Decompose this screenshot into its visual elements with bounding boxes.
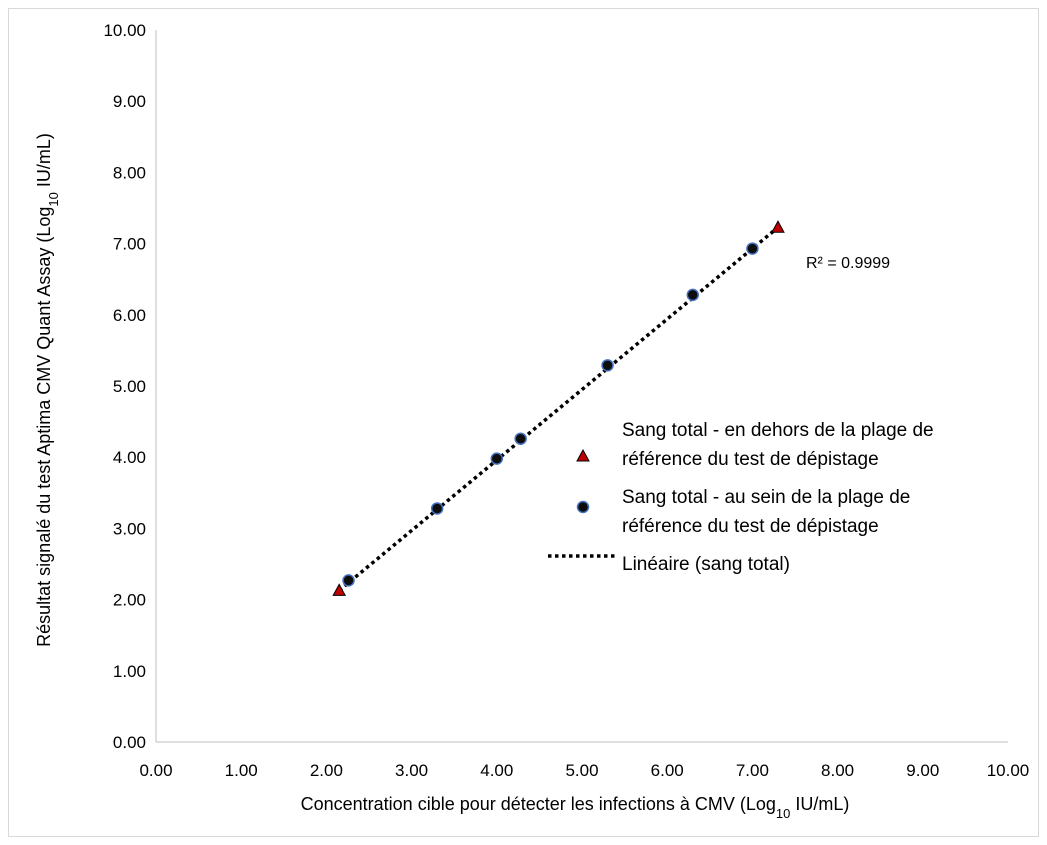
y-tick-label: 6.00 [113,306,146,325]
r-squared-annotation: R² = 0.9999 [806,255,890,272]
legend-item-within-range: Sang total - au sein de la plage de réfé… [576,487,910,537]
legend-label: Linéaire (sang total) [622,554,790,575]
data-point-triangle [771,220,785,233]
legend-label-line: Sang total - au sein de la plage de [622,487,910,508]
x-tick-label: 5.00 [565,761,598,780]
y-axis-title-prefix: Résultat signalé du test Aptima CMV Quan… [34,207,54,647]
legend-label-line: référence du test de dépistage [622,449,879,470]
legend-circle-marker [576,500,590,514]
x-tick-label: 3.00 [395,761,428,780]
data-point-triangle [332,583,347,596]
x-axis-title-sub: 10 [776,806,790,821]
y-tick-label: 10.00 [103,21,146,40]
y-tick-label: 7.00 [113,235,146,254]
x-tick-label: 1.00 [225,761,258,780]
y-tick-label: 0.00 [113,733,146,752]
x-tick-label: 8.00 [821,761,854,780]
legend-triangle-marker [576,448,590,462]
y-tick-label: 5.00 [113,377,146,396]
y-axis-title-suffix: IU/mL) [34,133,54,192]
y-tick-label: 3.00 [113,519,146,538]
x-axis-title: Concentration cible pour détecter les in… [301,794,850,821]
x-tick-label: 0.00 [139,761,172,780]
legend-item-outside-range: Sang total - en dehors de la plage de ré… [576,420,934,470]
legend-item-trendline: Linéaire (sang total) [548,554,790,575]
axes [155,30,1008,743]
data-points [332,220,785,596]
data-point-circle [342,574,355,587]
x-tick-labels: 0.00 1.00 2.00 3.00 4.00 5.00 6.00 7.00 8.00 9.00… [139,761,1029,780]
data-point-circle [746,242,759,255]
x-tick-label: 4.00 [480,761,513,780]
data-point-circle [430,502,444,515]
chart-area [8,8,1039,837]
x-axis-title-suffix: IU/mL) [790,794,849,814]
data-point-circle [601,359,614,372]
y-tick-label: 2.00 [113,591,146,610]
data-point-circle [490,452,504,465]
y-tick-label: 4.00 [113,448,146,467]
x-tick-label: 9.00 [906,761,939,780]
data-point-circle [686,288,700,302]
y-tick-label: 9.00 [113,92,146,111]
x-tick-label: 2.00 [310,761,343,780]
x-tick-label: 10.00 [987,761,1030,780]
x-axis-title-prefix: Concentration cible pour détecter les in… [301,794,776,814]
y-tick-labels: 0.00 1.00 2.00 3.00 4.00 5.00 6.00 7.00 8.00 9.00… [103,21,146,752]
legend: Sang total - en dehors de la plage de ré… [548,420,934,575]
x-tick-label: 7.00 [736,761,769,780]
y-axis-title: Résultat signalé du test Aptima CMV Quan… [34,133,61,647]
x-tick-label: 6.00 [651,761,684,780]
y-axis-title-sub: 10 [46,192,61,206]
y-tick-label: 1.00 [113,662,146,681]
legend-label-line: référence du test de dépistage [622,516,879,537]
data-point-circle [514,432,527,445]
legend-label-line: Sang total - en dehors de la plage de [622,420,934,441]
y-tick-label: 8.00 [113,163,146,182]
